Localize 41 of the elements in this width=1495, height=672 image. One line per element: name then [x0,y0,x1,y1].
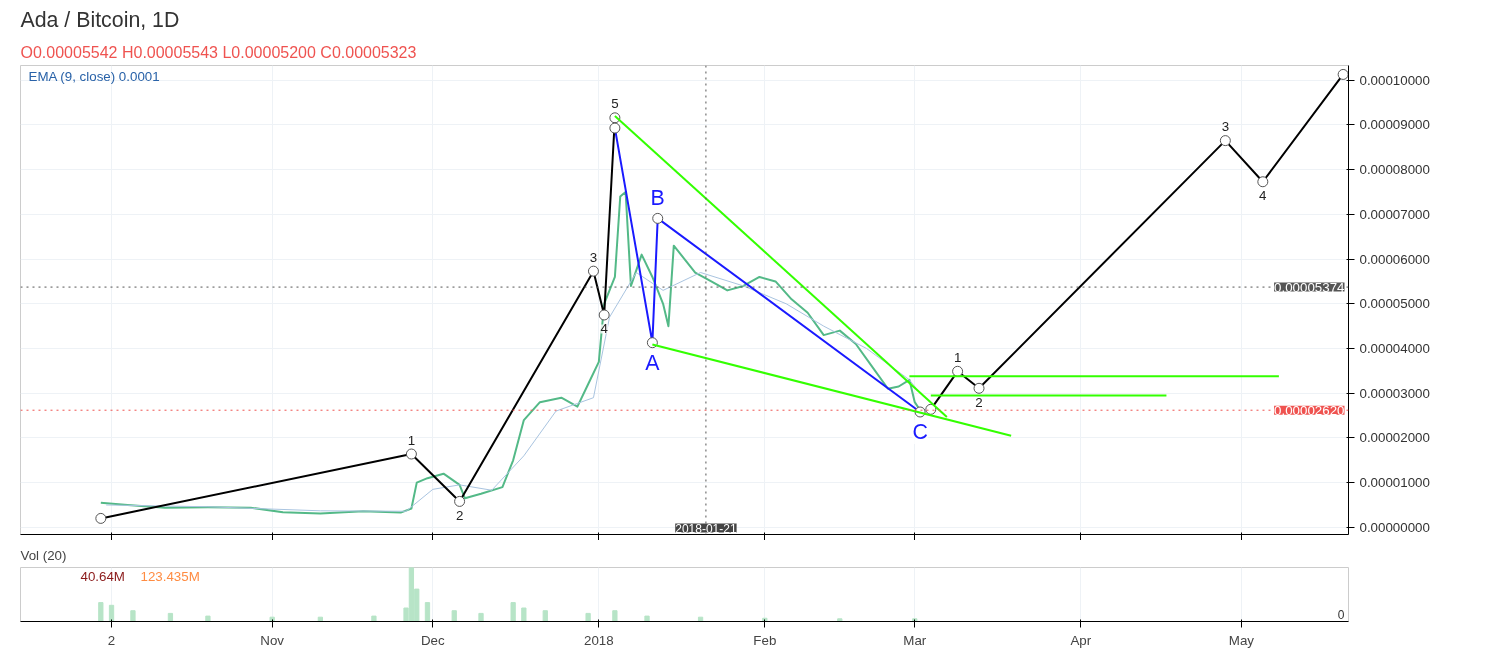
annotation: 4 [600,321,609,337]
x-tick-label: Feb [753,632,777,648]
ref-line-label: 2018-01-21 [675,521,737,536]
annotation: B [650,186,665,211]
x-tick-label: 2 [107,632,116,648]
y-tick-label: 0.00009000 [1359,117,1430,133]
chart-title: Vol (20) [20,547,67,563]
x-tick-label: Nov [260,632,285,648]
annotation: 2 [975,394,983,410]
annotation: 1 [953,349,962,365]
ref-line-label: 0.00005374 [1274,279,1346,295]
annotation: C [912,420,928,444]
y-tick-label: 0.00010000 [1359,72,1430,88]
annotation: 0 [1337,607,1345,622]
chart-title: Ada / Bitcoin, 1D [20,7,180,32]
annotation: 2 [455,507,464,523]
annotation: A [645,350,661,375]
y-tick-label: 0.00002000 [1359,430,1430,446]
annotation: 3 [1221,119,1230,135]
y-tick-label: 0.00006000 [1359,251,1430,267]
ref-line-label: 0.00002620 [1274,402,1345,418]
x-tick-label: Mar [903,632,927,648]
annotation: 3 [589,249,598,265]
annotation: 40.64M [80,568,125,584]
annotation: 1 [407,432,416,448]
annotation: 123.435M [140,568,200,584]
annotation: 5 [611,96,619,112]
x-tick-label: 2018 [584,632,614,648]
y-tick-label: 0.00005000 [1359,296,1430,312]
x-tick-label: Dec [420,632,446,648]
y-tick-label: 0.00000000 [1359,519,1430,535]
chart-subtitle: O0.00005542 H0.00005543 L0.00005200 C0.00005323 [20,43,417,61]
annotation: EMA (9, close) 0.0001 [28,68,160,84]
y-tick-label: 0.00007000 [1359,206,1430,222]
annotation: 4 [1259,188,1268,204]
y-tick-label: 0.00001000 [1359,475,1430,491]
y-tick-label: 0.00008000 [1359,162,1430,178]
x-tick-label: Apr [1070,632,1092,648]
x-tick-label: May [1228,632,1255,648]
y-tick-label: 0.00004000 [1359,341,1430,357]
y-tick-label: 0.00003000 [1359,385,1430,401]
